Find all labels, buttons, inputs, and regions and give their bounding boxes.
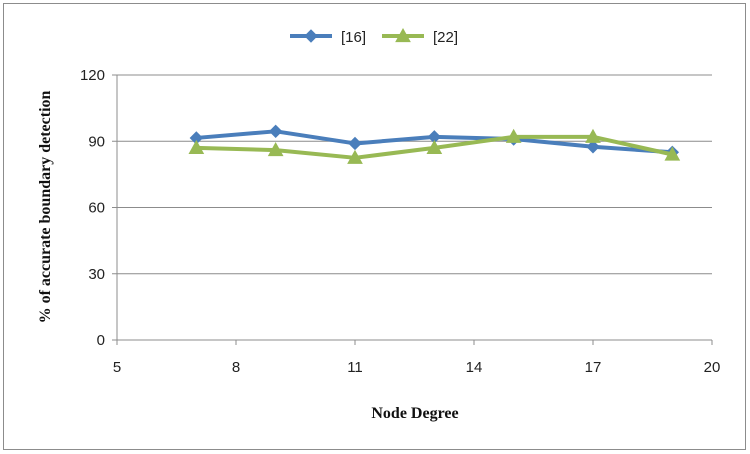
- data-point-1: [267, 142, 284, 157]
- data-point-1: [347, 149, 363, 164]
- legend-label-1: [22]: [433, 29, 458, 46]
- x-tick-label: 20: [704, 359, 721, 376]
- x-tick-label: 17: [585, 359, 602, 376]
- chart-border: [3, 3, 746, 450]
- data-point-1: [585, 128, 601, 143]
- y-tick-label: 90: [88, 133, 105, 150]
- y-tick-label: 60: [88, 200, 105, 217]
- series-lines: [188, 124, 681, 164]
- x-tick-label: 5: [113, 359, 121, 376]
- data-point-1: [664, 146, 681, 161]
- x-tick-label: 14: [466, 359, 483, 376]
- data-point-1: [426, 139, 443, 154]
- y-tick-label: 120: [80, 67, 105, 84]
- legend: [16] [22]: [290, 27, 458, 46]
- gridlines: [117, 74, 712, 275]
- legend-marker-0: [304, 29, 318, 43]
- x-axis-title: Node Degree: [371, 405, 458, 422]
- legend-marker-1: [395, 27, 411, 43]
- data-point-0: [348, 136, 362, 151]
- y-axis-title: % of accurate boundary detection: [37, 90, 54, 323]
- axes: 0 30 60 90 120 5 8 11 14 17 20: [80, 67, 720, 376]
- data-point-0: [268, 124, 283, 139]
- y-tick-label: 30: [88, 266, 105, 283]
- y-tick-label: 0: [97, 332, 105, 349]
- x-tick-label: 8: [232, 359, 240, 376]
- data-point-1: [505, 128, 522, 143]
- legend-label-0: [16]: [341, 29, 366, 46]
- data-point-0: [586, 140, 600, 154]
- data-point-1: [188, 139, 205, 154]
- x-tick-label: 11: [347, 359, 363, 376]
